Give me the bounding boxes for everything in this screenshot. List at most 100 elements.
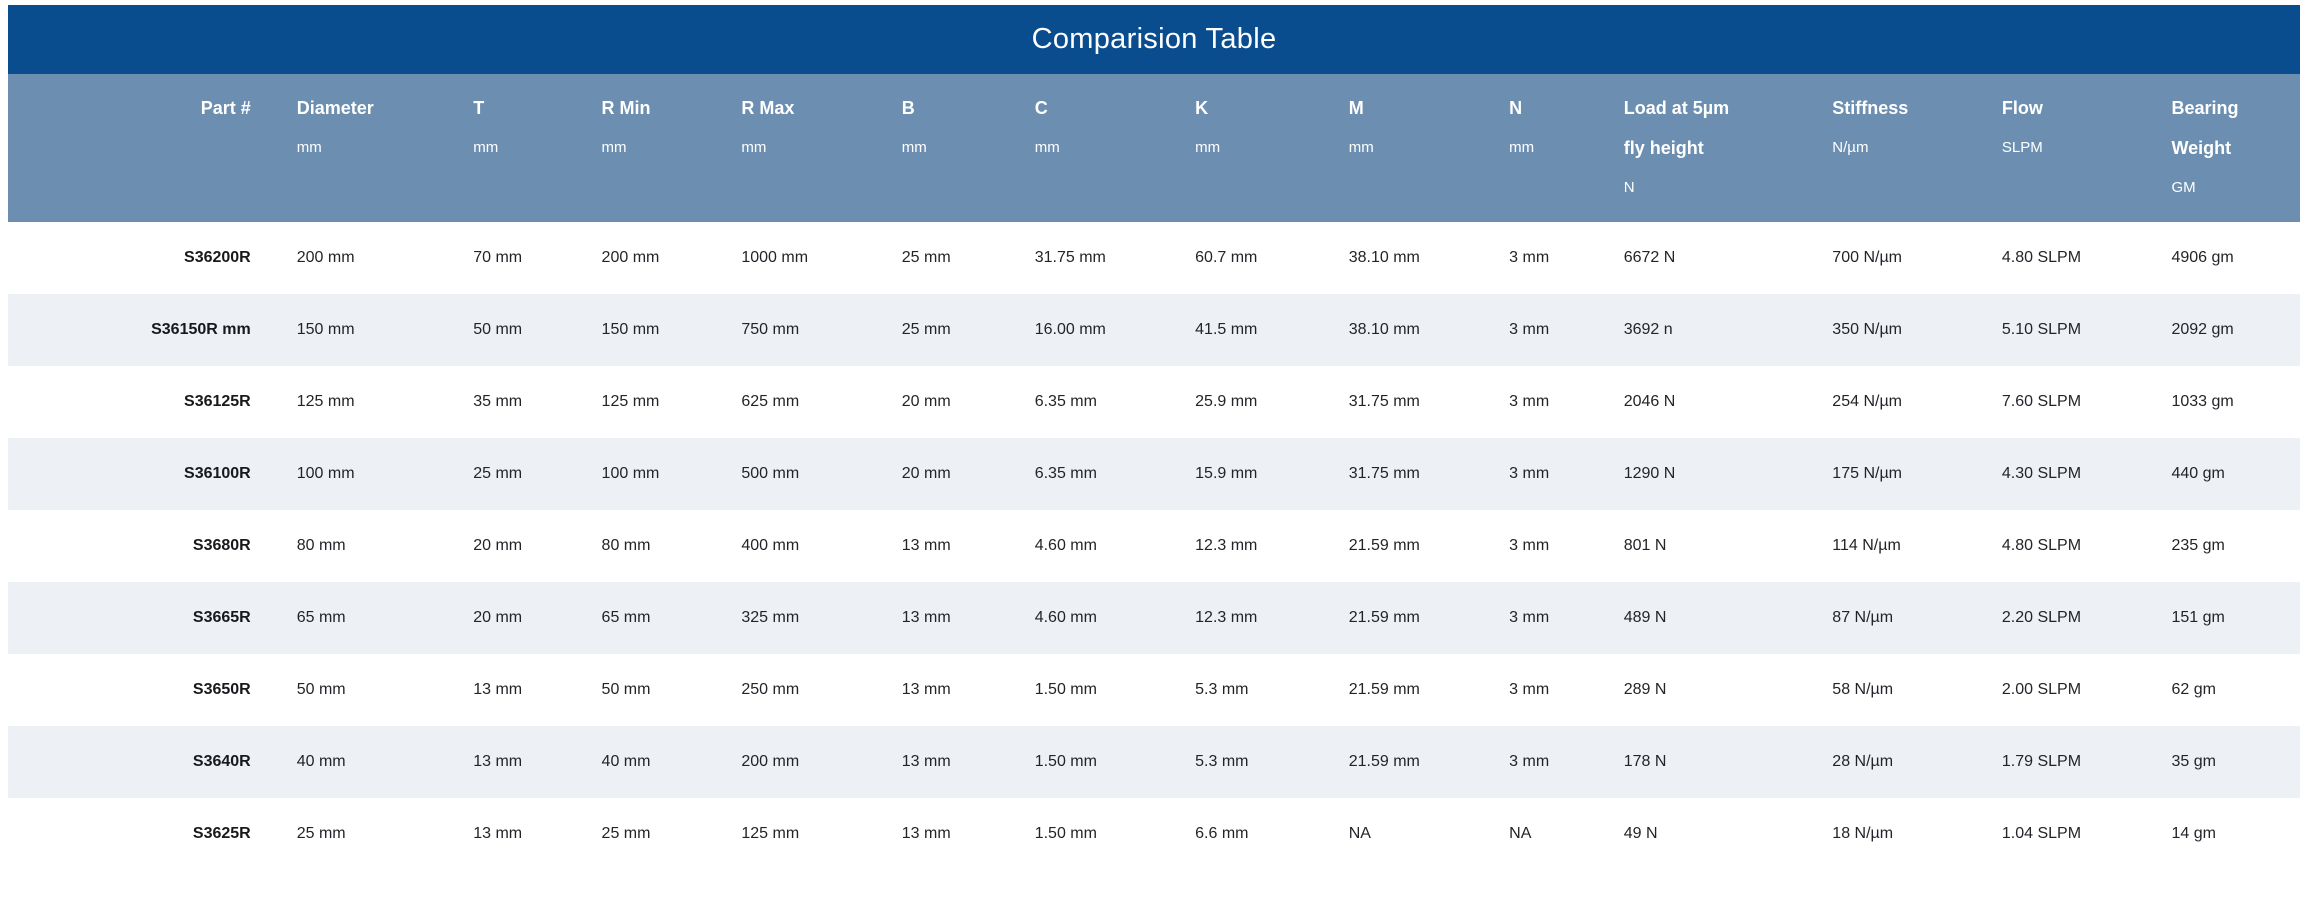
cell-m: 21.59 mm: [1348, 537, 1420, 554]
column-label-line2: fly height: [1623, 138, 1704, 158]
cell-diameter: 150 mm: [296, 321, 355, 338]
cell-r-min: 65 mm: [601, 609, 651, 626]
table-row: S36100R 100 mm 25 mm 100 mm 500 mm 20 mm 6.35 …: [8, 438, 2300, 510]
cell-load: 178 N: [1623, 753, 1667, 770]
cell-k: 6.6 mm: [1195, 825, 1249, 842]
cell-part: S3650R: [192, 681, 251, 698]
cell-load: 489 N: [1623, 609, 1667, 626]
cell-n: 3 mm: [1509, 321, 1550, 338]
cell-diameter: 65 mm: [296, 609, 346, 626]
cell-t: 50 mm: [473, 321, 523, 338]
cell-c: 16.00 mm: [1034, 321, 1106, 338]
cell-bearing-weight: 1033 gm: [2171, 393, 2234, 410]
cell-b: 13 mm: [901, 681, 951, 698]
column-header-part: Part #: [8, 74, 281, 222]
cell-stiffness: 58 N/µm: [1832, 681, 1894, 698]
column-label: C: [1034, 98, 1048, 118]
cell-r-min: 150 mm: [601, 321, 660, 338]
cell-stiffness: 700 N/µm: [1832, 249, 1902, 266]
column-label: Flow: [2001, 98, 2043, 118]
cell-flow: 1.79 SLPM: [2001, 753, 2082, 770]
column-header-r-min: R Min mm: [585, 74, 726, 222]
cell-flow: 5.10 SLPM: [2001, 321, 2082, 338]
cell-b: 13 mm: [901, 609, 951, 626]
cell-flow: 2.00 SLPM: [2001, 681, 2082, 698]
cell-m: 21.59 mm: [1348, 609, 1420, 626]
column-label: B: [901, 98, 915, 118]
cell-r-min: 125 mm: [601, 393, 660, 410]
cell-diameter: 80 mm: [296, 537, 346, 554]
column-label: Load at 5µm: [1623, 98, 1730, 118]
cell-n: 3 mm: [1509, 753, 1550, 770]
cell-diameter: 125 mm: [296, 393, 355, 410]
page-title: Comparision Table: [8, 5, 2300, 74]
cell-diameter: 25 mm: [296, 825, 346, 842]
cell-flow: 1.04 SLPM: [2001, 825, 2082, 842]
cell-diameter: 200 mm: [296, 249, 355, 266]
column-unit: mm: [1509, 139, 1535, 156]
cell-r-min: 100 mm: [601, 465, 660, 482]
cell-flow: 7.60 SLPM: [2001, 393, 2082, 410]
cell-r-max: 750 mm: [741, 321, 800, 338]
cell-stiffness: 114 N/µm: [1832, 537, 1901, 554]
cell-b: 13 mm: [901, 825, 951, 842]
table-row: S36200R 200 mm 70 mm 200 mm 1000 mm 25 mm 31.7…: [8, 222, 2300, 294]
table-row: S3640R 40 mm 13 mm 40 mm 200 mm 13 mm 1.50 mm 5…: [8, 726, 2300, 798]
column-label: R Max: [741, 98, 795, 118]
cell-bearing-weight: 2092 gm: [2171, 321, 2234, 338]
cell-t: 35 mm: [473, 393, 523, 410]
cell-m: 21.59 mm: [1348, 681, 1420, 698]
cell-b: 20 mm: [901, 465, 951, 482]
column-label: T: [473, 98, 485, 118]
column-header-r-max: R Max mm: [725, 74, 886, 222]
cell-diameter: 50 mm: [296, 681, 346, 698]
column-unit: N/µm: [1832, 139, 1869, 156]
cell-bearing-weight: 4906 gm: [2171, 249, 2234, 266]
cell-k: 15.9 mm: [1195, 465, 1258, 482]
cell-c: 1.50 mm: [1034, 681, 1097, 698]
column-label: Stiffness: [1832, 98, 1909, 118]
cell-t: 13 mm: [473, 825, 523, 842]
cell-b: 25 mm: [901, 249, 951, 266]
cell-k: 12.3 mm: [1195, 609, 1258, 626]
cell-load: 2046 N: [1623, 393, 1676, 410]
cell-c: 4.60 mm: [1034, 609, 1097, 626]
cell-load: 1290 N: [1623, 465, 1676, 482]
table-row: S36150R mm 150 mm 50 mm 150 mm 750 mm 25 mm 16…: [8, 294, 2300, 366]
cell-c: 6.35 mm: [1034, 393, 1097, 410]
cell-part: S36125R: [184, 393, 251, 410]
cell-flow: 4.30 SLPM: [2001, 465, 2082, 482]
column-unit: GM: [2171, 179, 2196, 196]
cell-stiffness: 28 N/µm: [1832, 753, 1894, 770]
cell-t: 70 mm: [473, 249, 523, 266]
cell-stiffness: 18 N/µm: [1832, 825, 1894, 842]
cell-k: 5.3 mm: [1195, 681, 1249, 698]
cell-n: 3 mm: [1509, 681, 1550, 698]
cell-bearing-weight: 440 gm: [2171, 465, 2225, 482]
cell-r-max: 625 mm: [741, 393, 800, 410]
cell-r-min: 80 mm: [601, 537, 651, 554]
column-header-bearing-weight: Bearing Weight GM: [2155, 74, 2300, 222]
cell-t: 20 mm: [473, 537, 523, 554]
column-label: K: [1195, 98, 1209, 118]
cell-n: 3 mm: [1509, 465, 1550, 482]
table-body: S36200R 200 mm 70 mm 200 mm 1000 mm 25 mm 31.7…: [8, 222, 2300, 870]
cell-k: 60.7 mm: [1195, 249, 1258, 266]
cell-part: S3665R: [192, 609, 251, 626]
cell-m: 31.75 mm: [1348, 465, 1420, 482]
column-label-line2: Weight: [2171, 138, 2232, 158]
cell-r-max: 1000 mm: [741, 249, 809, 266]
column-unit: mm: [1034, 139, 1060, 156]
cell-bearing-weight: 14 gm: [2171, 825, 2216, 842]
table-row: S36125R 125 mm 35 mm 125 mm 625 mm 20 mm 6.35 …: [8, 366, 2300, 438]
cell-t: 20 mm: [473, 609, 523, 626]
cell-r-max: 250 mm: [741, 681, 800, 698]
cell-r-min: 50 mm: [601, 681, 651, 698]
cell-b: 13 mm: [901, 753, 951, 770]
cell-t: 13 mm: [473, 753, 523, 770]
cell-n: 3 mm: [1509, 609, 1550, 626]
cell-bearing-weight: 35 gm: [2171, 753, 2216, 770]
cell-r-max: 325 mm: [741, 609, 800, 626]
column-header-load: Load at 5µm fly height N: [1607, 74, 1817, 222]
